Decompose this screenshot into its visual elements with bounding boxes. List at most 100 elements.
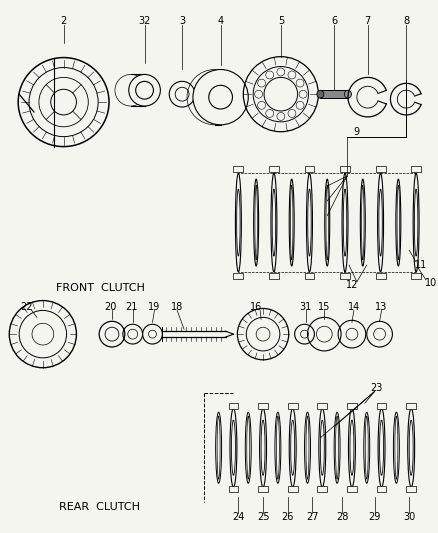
Bar — [269, 166, 279, 172]
Text: REAR  CLUTCH: REAR CLUTCH — [59, 502, 140, 512]
Ellipse shape — [334, 412, 340, 483]
Ellipse shape — [304, 412, 311, 483]
Ellipse shape — [360, 179, 365, 266]
Ellipse shape — [342, 173, 348, 272]
Text: 30: 30 — [403, 512, 415, 522]
Ellipse shape — [393, 412, 399, 483]
Text: 10: 10 — [425, 278, 437, 288]
Ellipse shape — [308, 189, 311, 256]
Ellipse shape — [247, 416, 250, 479]
Ellipse shape — [325, 179, 330, 266]
Text: 9: 9 — [354, 127, 360, 136]
Ellipse shape — [378, 173, 384, 272]
Text: 7: 7 — [364, 16, 371, 26]
Ellipse shape — [395, 416, 398, 479]
Ellipse shape — [364, 412, 370, 483]
Text: 6: 6 — [331, 16, 337, 26]
Text: 22: 22 — [20, 303, 32, 312]
Ellipse shape — [217, 416, 220, 479]
Text: 29: 29 — [368, 512, 381, 522]
Text: 15: 15 — [318, 303, 331, 312]
Text: 23: 23 — [371, 383, 383, 393]
Ellipse shape — [230, 408, 237, 487]
Text: 31: 31 — [300, 303, 312, 312]
Ellipse shape — [237, 189, 240, 256]
Bar — [377, 403, 386, 409]
Bar — [411, 273, 421, 279]
Bar — [340, 166, 350, 172]
Bar — [318, 486, 327, 492]
Bar — [304, 273, 314, 279]
Text: 24: 24 — [232, 512, 244, 522]
Ellipse shape — [290, 185, 293, 260]
Bar — [269, 273, 279, 279]
Bar — [340, 273, 350, 279]
Ellipse shape — [291, 420, 295, 475]
Bar — [233, 273, 244, 279]
Text: 21: 21 — [126, 303, 138, 312]
Text: 32: 32 — [138, 16, 151, 26]
Text: 8: 8 — [403, 16, 409, 26]
Ellipse shape — [378, 408, 385, 487]
Ellipse shape — [413, 173, 419, 272]
Ellipse shape — [235, 173, 241, 272]
Ellipse shape — [136, 82, 153, 99]
Text: 25: 25 — [257, 512, 269, 522]
Ellipse shape — [320, 420, 324, 475]
Ellipse shape — [215, 412, 222, 483]
Ellipse shape — [261, 420, 265, 475]
Text: 26: 26 — [282, 512, 294, 522]
Bar — [304, 166, 314, 172]
Ellipse shape — [409, 420, 413, 475]
Ellipse shape — [209, 85, 233, 109]
Text: 5: 5 — [278, 16, 284, 26]
Bar — [411, 166, 421, 172]
Ellipse shape — [414, 189, 418, 256]
Ellipse shape — [350, 420, 354, 475]
Bar — [288, 486, 298, 492]
Ellipse shape — [275, 412, 281, 483]
Ellipse shape — [317, 90, 324, 98]
Ellipse shape — [396, 179, 401, 266]
Bar — [347, 486, 357, 492]
Bar — [406, 486, 416, 492]
Text: 11: 11 — [415, 260, 427, 270]
Text: 16: 16 — [250, 303, 262, 312]
Text: 4: 4 — [218, 16, 224, 26]
Ellipse shape — [397, 185, 399, 260]
Text: 2: 2 — [60, 16, 67, 26]
Text: 27: 27 — [306, 512, 319, 522]
Ellipse shape — [306, 416, 309, 479]
Bar — [318, 403, 327, 409]
Ellipse shape — [361, 185, 364, 260]
Ellipse shape — [271, 173, 277, 272]
Ellipse shape — [365, 416, 368, 479]
Text: 14: 14 — [348, 303, 360, 312]
Ellipse shape — [254, 179, 258, 266]
Ellipse shape — [276, 416, 279, 479]
Ellipse shape — [260, 408, 266, 487]
Bar — [229, 403, 238, 409]
Ellipse shape — [255, 185, 258, 260]
Ellipse shape — [231, 420, 235, 475]
Ellipse shape — [193, 69, 248, 125]
Ellipse shape — [343, 189, 347, 256]
Ellipse shape — [336, 416, 339, 479]
Bar — [347, 403, 357, 409]
Ellipse shape — [129, 75, 160, 106]
Bar — [376, 166, 385, 172]
Bar — [258, 486, 268, 492]
Text: 3: 3 — [179, 16, 185, 26]
Ellipse shape — [307, 173, 312, 272]
Ellipse shape — [319, 408, 326, 487]
Text: 19: 19 — [148, 303, 161, 312]
Text: 20: 20 — [104, 303, 116, 312]
Ellipse shape — [289, 179, 294, 266]
Bar — [377, 486, 386, 492]
Ellipse shape — [408, 408, 415, 487]
Bar — [406, 403, 416, 409]
Bar — [376, 273, 385, 279]
Text: 13: 13 — [375, 303, 388, 312]
Bar — [233, 166, 244, 172]
Text: 18: 18 — [171, 303, 183, 312]
